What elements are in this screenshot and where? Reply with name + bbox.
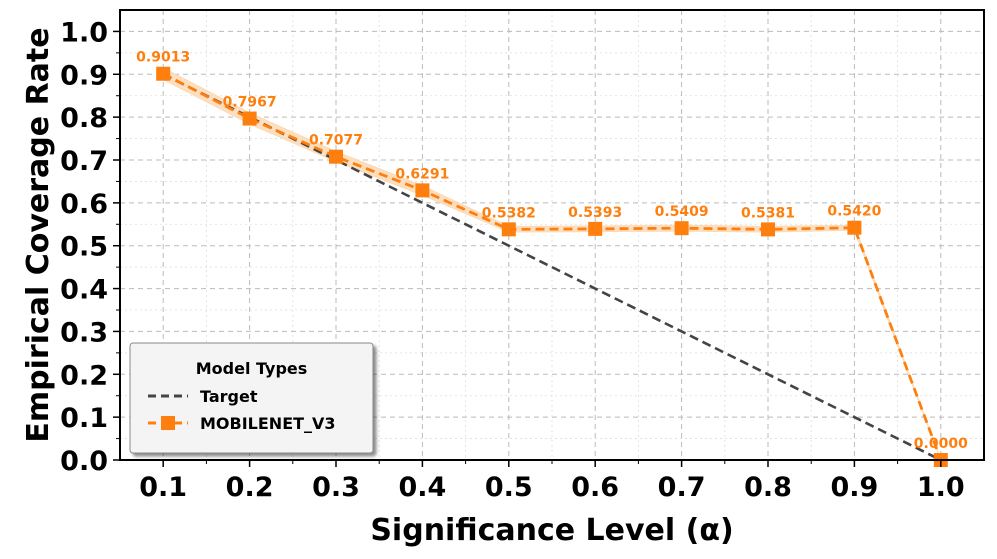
x-tick-label: 0.5 — [485, 472, 533, 503]
y-tick-label: 0.8 — [60, 103, 108, 134]
x-tick-label: 0.4 — [398, 472, 446, 503]
y-axis-ticks: 0.0 0.1 0.2 0.3 0.4 0.5 0.6 0.7 0.8 0.9 1.0 — [60, 17, 120, 477]
legend: Model Types Target MOBILENET_V3 — [129, 342, 374, 454]
y-tick-label: 0.3 — [60, 317, 108, 348]
minor-grid — [120, 10, 984, 460]
x-tick-label: 0.3 — [312, 472, 360, 503]
mobilenet-data-label: 0.5409 — [655, 204, 709, 220]
legend-target-label: Target — [200, 387, 258, 406]
mobilenet-marker — [847, 220, 862, 235]
x-tick-label: 1.0 — [917, 472, 965, 503]
y-tick-label: 0.9 — [60, 60, 108, 91]
mobilenet-marker — [588, 221, 603, 236]
legend-mobilenet-label: MOBILENET_V3 — [200, 414, 336, 433]
y-tick-label: 0.6 — [60, 189, 108, 220]
mobilenet-marker — [761, 222, 775, 237]
x-axis-label: Significance Level (α) — [370, 513, 733, 548]
mobilenet-data-label: 0.9013 — [136, 50, 190, 66]
mobilenet-marker — [501, 222, 516, 237]
mobilenet-data-label: 0.5420 — [827, 204, 881, 220]
x-tick-label: 0.6 — [571, 472, 619, 503]
x-tick-label: 0.7 — [658, 472, 706, 503]
series-lines — [162, 72, 943, 462]
x-tick-label: 0.8 — [744, 472, 792, 503]
legend-box — [129, 342, 374, 454]
legend-title: Model Types — [196, 359, 308, 378]
data-labels: 0.9013 0.7967 0.7077 0.6291 0.5382 0.5393 0.54… — [136, 50, 968, 452]
mobilenet-line — [162, 72, 943, 461]
mobilenet-marker — [415, 183, 430, 198]
mobilenet-marker — [242, 111, 257, 126]
mobilenet-data-label: 0.5381 — [741, 205, 795, 221]
mobilenet-data-label: 0.7077 — [309, 133, 363, 149]
mobilenet-data-label: 0.7967 — [223, 95, 277, 111]
y-tick-label: 0.7 — [60, 146, 108, 177]
y-axis-label: Empirical Coverage Rate — [21, 27, 56, 442]
y-tick-label: 0.0 — [60, 446, 108, 477]
y-tick-label: 0.2 — [60, 360, 108, 391]
mobilenet-data-label: 0.0000 — [914, 436, 968, 452]
x-tick-label: 0.2 — [226, 472, 274, 503]
x-axis-ticks: 0.1 0.2 0.3 0.4 0.5 0.6 0.7 0.8 0.9 1.0 — [139, 460, 965, 503]
series-markers — [156, 66, 948, 467]
x-tick-label: 0.9 — [830, 472, 878, 503]
legend-mobilenet-marker — [161, 416, 175, 430]
y-tick-label: 0.1 — [60, 403, 108, 434]
mobilenet-marker — [674, 221, 689, 236]
mobilenet-marker — [329, 149, 343, 164]
y-tick-label: 0.4 — [60, 275, 108, 306]
major-grid — [120, 10, 984, 460]
mobilenet-data-label: 0.5393 — [568, 205, 622, 221]
y-tick-label: 0.5 — [60, 232, 108, 263]
y-tick-label: 1.0 — [60, 17, 108, 48]
mobilenet-marker — [156, 66, 171, 81]
x-tick-label: 0.1 — [139, 472, 187, 503]
mobilenet-data-label: 0.6291 — [395, 166, 449, 182]
mobilenet-data-label: 0.5382 — [482, 205, 536, 221]
